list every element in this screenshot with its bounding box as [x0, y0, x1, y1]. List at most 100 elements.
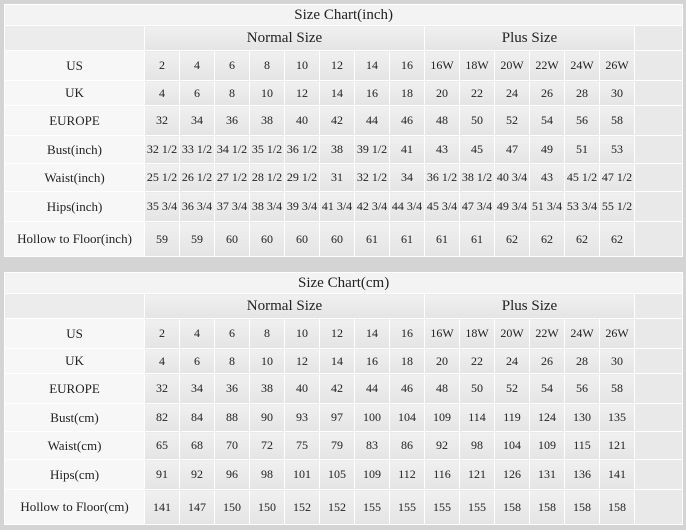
table-row: UK 4 6 8 10 12 14 16 18 20 22 24 26 28 30: [4, 80, 684, 106]
size-cell: 58: [599, 373, 635, 404]
size-cell: 44 3/4: [389, 191, 425, 222]
size-cell: 54: [529, 105, 565, 136]
size-cell: 38: [249, 373, 285, 404]
normal-size-header: Normal Size: [144, 293, 425, 319]
size-cell: 14: [354, 50, 390, 81]
size-cell: 36 1/2: [284, 135, 320, 164]
table-row: Hips(inch) 35 3/4 36 3/4 37 3/4 38 3/4 39 3/4…: [4, 191, 684, 222]
size-cell: 141: [599, 459, 635, 490]
row-label: UK: [4, 348, 145, 374]
size-cell: 33 1/2: [179, 135, 215, 164]
size-cell: 59: [179, 221, 215, 257]
size-cell: 42: [319, 373, 355, 404]
size-cell: 51: [564, 135, 600, 164]
size-cell: 36: [214, 105, 250, 136]
size-cell: 114: [459, 403, 495, 432]
plus-size-header: Plus Size: [424, 293, 635, 319]
size-cell: 16: [389, 50, 425, 81]
size-cell: 45: [459, 135, 495, 164]
size-cell: 18W: [459, 318, 495, 349]
size-cell: 158: [529, 489, 565, 525]
table-row: Bust(inch) 32 1/2 33 1/2 34 1/2 35 1/2 36 1/2…: [4, 135, 684, 164]
size-cell: 12: [319, 50, 355, 81]
size-cell: 126: [494, 459, 530, 490]
size-cell: 45 1/2: [564, 163, 600, 192]
size-cell: 24W: [564, 50, 600, 81]
size-cell: 20W: [494, 318, 530, 349]
size-cell: 88: [214, 403, 250, 432]
row-label: Hollow to Floor(cm): [4, 489, 145, 525]
size-cell: 26 1/2: [179, 163, 215, 192]
size-cell: 38 3/4: [249, 191, 285, 222]
size-cell: 4: [179, 50, 215, 81]
size-cell: 90: [249, 403, 285, 432]
size-cell: 6: [179, 348, 215, 374]
size-cell: 12: [284, 348, 320, 374]
size-cell: 36 3/4: [179, 191, 215, 222]
size-cell: 28 1/2: [249, 163, 285, 192]
size-cell: 43: [424, 135, 460, 164]
size-cell: 28: [564, 80, 600, 106]
size-cell: 44: [354, 373, 390, 404]
size-cell: 56: [564, 105, 600, 136]
size-cell: 42 3/4: [354, 191, 390, 222]
size-cell: 10: [249, 80, 285, 106]
size-table: Size Chart(inch) Normal Size Plus Size US 2 4…: [3, 4, 684, 257]
size-cell: 32 1/2: [144, 135, 180, 164]
size-cell: 86: [389, 431, 425, 460]
size-cell: 60: [319, 221, 355, 257]
size-cell: 124: [529, 403, 565, 432]
table-row: EUROPE 32 34 36 38 40 42 44 46 48 50 52 54 56 58: [4, 373, 684, 404]
size-cell: 65: [144, 431, 180, 460]
size-chart-cm: Size Chart(cm) Normal Size Plus Size US 2 4 6 8…: [3, 272, 684, 525]
size-cell: 22W: [529, 50, 565, 81]
row-label: Waist(inch): [4, 163, 145, 192]
size-cell: 61: [424, 221, 460, 257]
size-cell: 38 1/2: [459, 163, 495, 192]
size-cell: 92: [179, 459, 215, 490]
row-label: US: [4, 318, 145, 349]
size-cell: 158: [599, 489, 635, 525]
row-label: Hollow to Floor(inch): [4, 221, 145, 257]
size-cell: 50: [459, 373, 495, 404]
size-cell: 42: [319, 105, 355, 136]
size-cell: 135: [599, 403, 635, 432]
size-cell: 155: [389, 489, 425, 525]
row-label: EUROPE: [4, 105, 145, 136]
size-cell: 34: [179, 105, 215, 136]
size-cell: 100: [354, 403, 390, 432]
size-cell: 147: [179, 489, 215, 525]
table-row: UK 4 6 8 10 12 14 16 18 20 22 24 26 28 30: [4, 348, 684, 374]
size-cell: 8: [214, 348, 250, 374]
size-cell: 20: [424, 80, 460, 106]
table-row: US 2 4 6 8 10 12 14 16 16W 18W 20W 22W 24W 26W: [4, 318, 684, 349]
size-cell: 43: [529, 163, 565, 192]
size-cell: 6: [214, 318, 250, 349]
table-row: Hollow to Floor(cm) 141 147 150 150 152 152 155…: [4, 489, 684, 525]
size-cell: 98: [249, 459, 285, 490]
size-cell: 61: [354, 221, 390, 257]
size-cell: 155: [424, 489, 460, 525]
size-cell: 60: [284, 221, 320, 257]
size-cell: 47 1/2: [599, 163, 635, 192]
size-cell: 18W: [459, 50, 495, 81]
size-cell: 52: [494, 105, 530, 136]
size-cell: 16W: [424, 50, 460, 81]
size-cell: 16W: [424, 318, 460, 349]
size-cell: 58: [599, 105, 635, 136]
size-cell: 60: [249, 221, 285, 257]
size-cell: 155: [459, 489, 495, 525]
row-label: EUROPE: [4, 373, 145, 404]
size-cell: 62: [564, 221, 600, 257]
size-cell: 8: [249, 318, 285, 349]
size-cell: 98: [459, 431, 495, 460]
size-cell: 14: [319, 80, 355, 106]
size-chart-inch: Size Chart(inch) Normal Size Plus Size US 2 4…: [3, 4, 684, 257]
size-cell: 46: [389, 373, 425, 404]
size-cell: 116: [424, 459, 460, 490]
size-cell: 75: [284, 431, 320, 460]
size-cell: 38: [249, 105, 285, 136]
size-cell: 31: [319, 163, 355, 192]
size-cell: 6: [179, 80, 215, 106]
size-cell: 105: [319, 459, 355, 490]
